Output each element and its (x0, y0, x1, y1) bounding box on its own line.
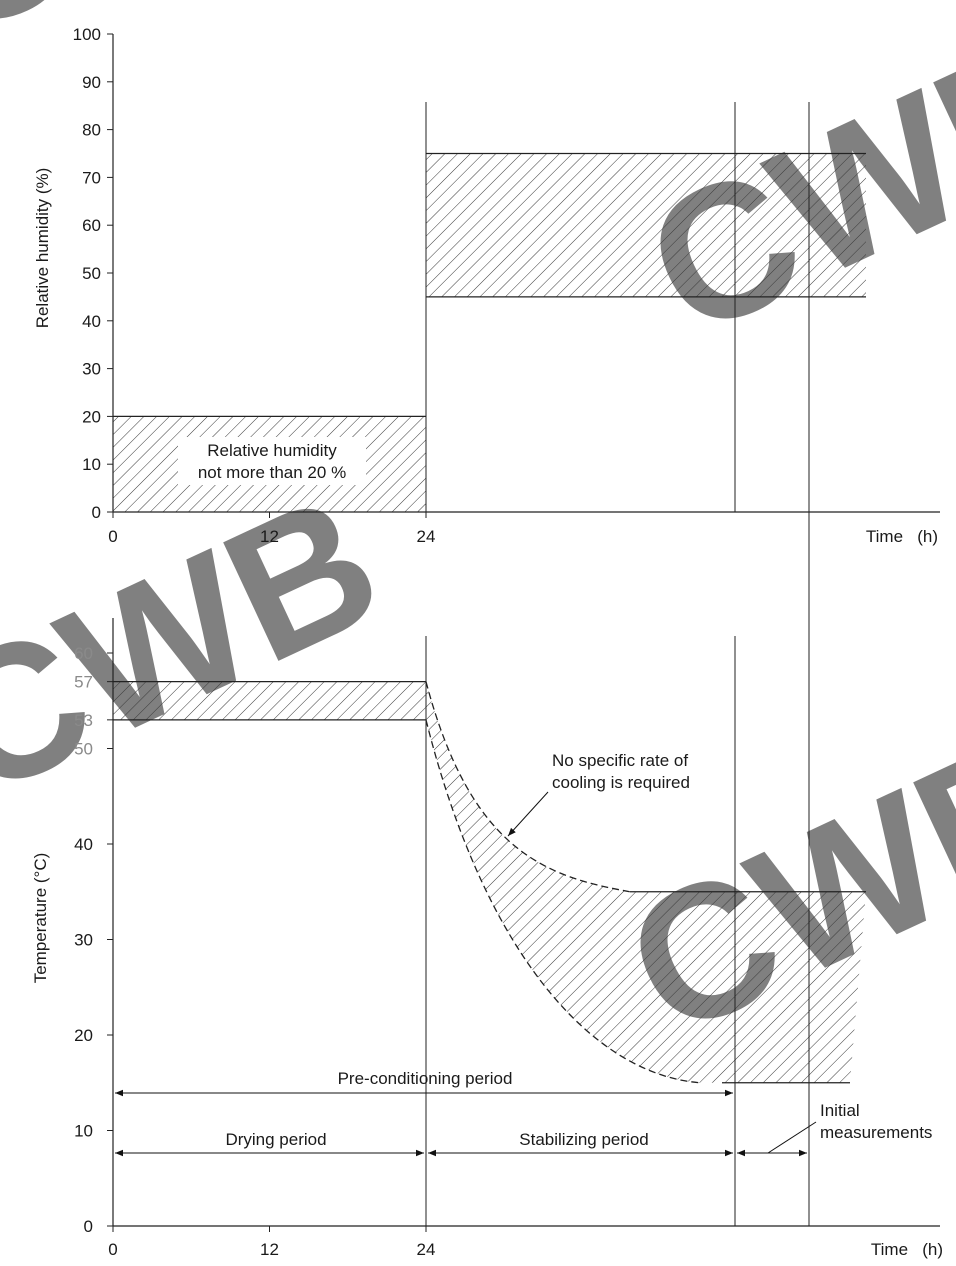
t-band-0 (113, 681, 426, 720)
rh-y-tick-label-100: 100 (73, 25, 101, 44)
t-x-tick-label-12: 12 (260, 1240, 279, 1259)
t-y-tick-label-57: 57 (74, 673, 93, 692)
preconditioning-label: Pre-conditioning period (338, 1069, 513, 1088)
rh-y-tick-label-30: 30 (82, 360, 101, 379)
rh-y-tick-label-10: 10 (82, 455, 101, 474)
initial-leader (767, 1121, 817, 1154)
t-y-axis-label: Temperature (°C) (31, 853, 50, 984)
rh-x-axis-label: Time (h) (866, 527, 938, 546)
t-y-tick-label-10: 10 (74, 1122, 93, 1141)
t-y-tick-label-50: 50 (74, 740, 93, 759)
t-x-tick-label-24: 24 (417, 1240, 436, 1259)
rh-y-tick-label-80: 80 (82, 121, 101, 140)
humidity-chart: 0 10 20 30 40 50 60 70 80 90 100 0 12 24 Relative hu… (33, 25, 940, 546)
rh-y-tick-label-70: 70 (82, 168, 101, 187)
t-x-axis-label: Time (h) (871, 1240, 943, 1259)
t-y-tick-label-20: 20 (74, 1026, 93, 1045)
rh-y-tick-label-60: 60 (82, 216, 101, 235)
rh-y-tick-label-90: 90 (82, 73, 101, 92)
t-x-tick-label-0: 0 (108, 1240, 117, 1259)
rh-annotation-box (178, 437, 366, 485)
t-band-1 (426, 681, 866, 1083)
drying-label: Drying period (225, 1130, 326, 1149)
rh-y-tick-label-20: 20 (82, 407, 101, 426)
rh-y-tick-label-50: 50 (82, 264, 101, 283)
rh-y-tick-label-40: 40 (82, 312, 101, 331)
initial-label-line1: Initial (820, 1101, 860, 1120)
rh-y-axis-label: Relative humidity (%) (33, 168, 52, 329)
t-y-tick-label-40: 40 (74, 835, 93, 854)
rh-annotation-line1: Relative humidity (207, 441, 337, 460)
rh-x-tick-label-12: 12 (260, 527, 279, 546)
temperature-chart: 0 10 20 30 40 50 53 57 60 0 12 24 Temperature (°C)… (31, 102, 943, 1259)
rh-x-tick-label-0: 0 (108, 527, 117, 546)
cooling-note-leader (507, 791, 549, 837)
cooling-note-line1: No specific rate of (552, 751, 688, 770)
t-y-tick-label-60: 60 (74, 644, 93, 663)
t-band-1-upper-curve (425, 681, 631, 893)
rh-annotation-line2: not more than 20 % (198, 463, 346, 482)
initial-label-line2: measurements (820, 1123, 932, 1142)
t-y-tick-label-53: 53 (74, 711, 93, 730)
rh-x-tick-label-24: 24 (417, 527, 436, 546)
t-y-tick-label-30: 30 (74, 931, 93, 950)
rh-y-tick-label-0: 0 (92, 503, 101, 522)
stabilizing-label: Stabilizing period (519, 1130, 648, 1149)
watermark-top-left: CWB (0, 0, 389, 77)
t-y-tick-label-0: 0 (84, 1217, 93, 1236)
cooling-note-line2: cooling is required (552, 773, 690, 792)
rh-band-1 (426, 153, 866, 297)
